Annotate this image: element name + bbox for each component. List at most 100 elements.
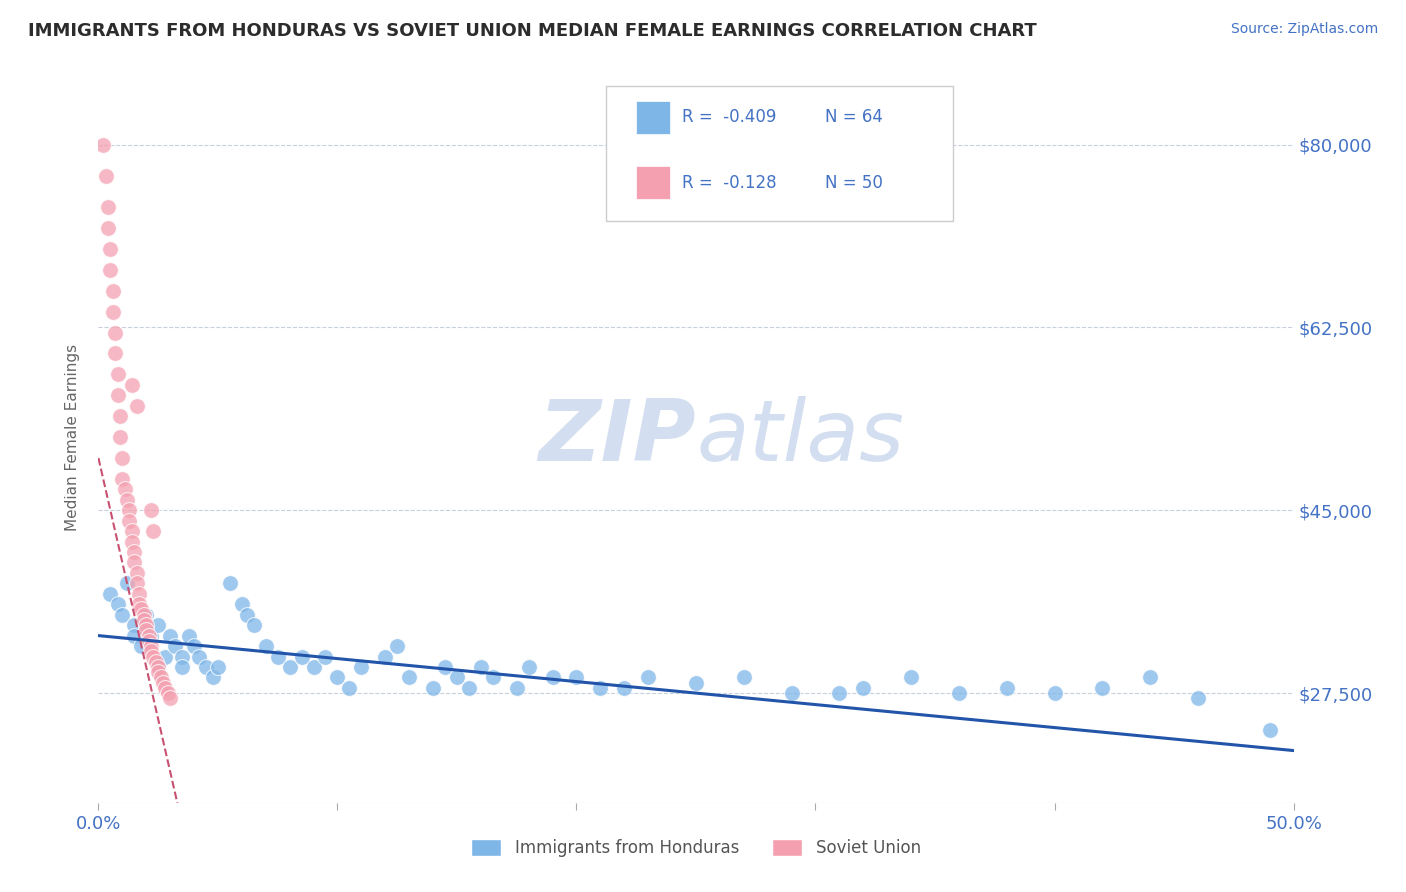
Point: [124, 629, 146, 643]
Point: [125, 399, 148, 413]
Point: [517, 660, 540, 674]
Point: [148, 665, 170, 680]
Point: [98, 587, 122, 601]
Point: [111, 450, 134, 465]
Point: [139, 503, 162, 517]
Point: [128, 597, 150, 611]
Point: [155, 649, 177, 664]
Point: [254, 639, 277, 653]
Bar: [637, 167, 669, 200]
Point: [125, 566, 148, 580]
Point: [131, 602, 153, 616]
Point: [458, 681, 481, 695]
Point: [138, 629, 160, 643]
Point: [481, 670, 505, 684]
Point: [111, 472, 134, 486]
Point: [1043, 686, 1066, 700]
Point: [1187, 691, 1209, 706]
Point: [131, 639, 153, 653]
Point: [132, 613, 155, 627]
Point: [350, 660, 373, 674]
Point: [565, 670, 588, 684]
Point: [124, 556, 146, 570]
Y-axis label: Median Female Earnings: Median Female Earnings: [65, 343, 80, 531]
Point: [125, 576, 148, 591]
Point: [637, 670, 659, 684]
Text: R =  -0.409: R = -0.409: [682, 108, 776, 126]
Point: [422, 681, 444, 695]
Point: [142, 649, 165, 664]
Point: [852, 681, 875, 695]
Point: [124, 545, 146, 559]
Point: [121, 377, 143, 392]
Point: [152, 675, 174, 690]
Point: [149, 670, 172, 684]
Point: [107, 597, 129, 611]
Point: [91, 137, 114, 152]
Text: ZIP: ZIP: [538, 395, 696, 479]
Point: [506, 681, 529, 695]
Point: [172, 649, 194, 664]
Point: [780, 686, 803, 700]
Point: [98, 263, 122, 277]
Point: [828, 686, 851, 700]
Point: [108, 409, 131, 424]
Point: [118, 503, 141, 517]
Point: [995, 681, 1018, 695]
FancyBboxPatch shape: [606, 86, 953, 221]
Text: R =  -0.128: R = -0.128: [682, 174, 776, 192]
Point: [339, 681, 361, 695]
Point: [613, 681, 636, 695]
Point: [589, 681, 612, 695]
Point: [315, 649, 337, 664]
Point: [148, 660, 170, 674]
Point: [139, 644, 162, 658]
Point: [1091, 681, 1114, 695]
Point: [470, 660, 492, 674]
Point: [98, 242, 122, 256]
Point: [326, 670, 349, 684]
Point: [101, 304, 124, 318]
Point: [541, 670, 564, 684]
Point: [219, 576, 242, 591]
Point: [121, 534, 143, 549]
Point: [1258, 723, 1281, 737]
Point: [148, 618, 170, 632]
Bar: [637, 101, 669, 134]
Point: [104, 346, 127, 360]
Point: [187, 649, 209, 664]
Text: Source: ZipAtlas.com: Source: ZipAtlas.com: [1230, 22, 1378, 37]
Point: [124, 618, 146, 632]
Point: [733, 670, 755, 684]
Point: [172, 660, 194, 674]
Point: [155, 681, 177, 695]
Point: [202, 670, 225, 684]
Point: [97, 221, 120, 235]
Point: [179, 629, 201, 643]
Point: [235, 607, 257, 622]
Point: [128, 587, 150, 601]
Point: [138, 633, 160, 648]
Point: [94, 169, 117, 183]
Point: [685, 675, 707, 690]
Point: [97, 200, 120, 214]
Point: [142, 524, 165, 538]
Point: [111, 607, 134, 622]
Text: N = 64: N = 64: [825, 108, 883, 126]
Point: [207, 660, 229, 674]
Point: [139, 639, 162, 653]
Point: [374, 649, 396, 664]
Point: [145, 655, 167, 669]
Point: [291, 649, 314, 664]
Text: atlas: atlas: [696, 395, 904, 479]
Point: [1139, 670, 1161, 684]
Point: [159, 691, 181, 706]
Point: [434, 660, 457, 674]
Point: [156, 686, 179, 700]
Point: [135, 624, 157, 638]
Point: [398, 670, 420, 684]
Point: [159, 629, 181, 643]
Point: [114, 483, 136, 497]
Point: [446, 670, 468, 684]
Point: [132, 607, 155, 622]
